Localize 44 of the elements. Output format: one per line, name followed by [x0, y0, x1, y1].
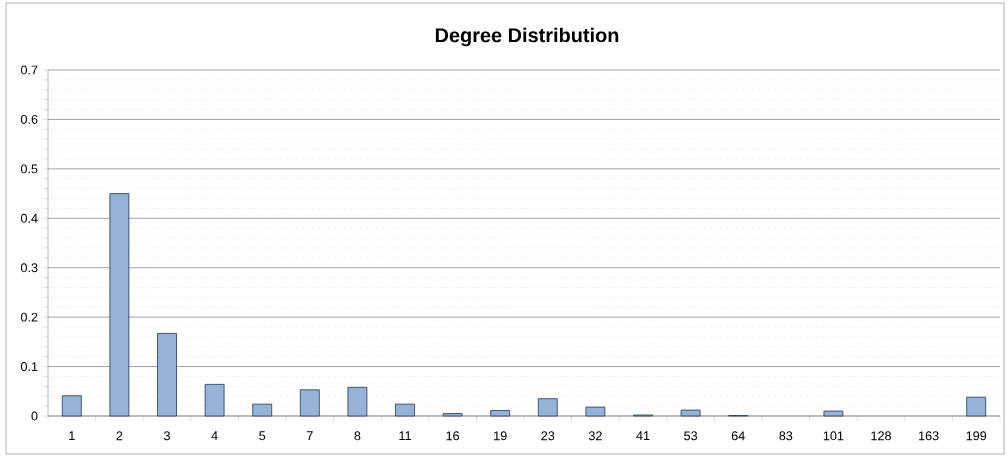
- bar: [157, 333, 177, 417]
- x-tick-label: 83: [779, 431, 793, 441]
- bar: [442, 413, 463, 417]
- y-tick-label: 0.6: [20, 114, 38, 124]
- y-tick-label: 0.5: [20, 164, 38, 174]
- y-tick-label: 0: [31, 411, 38, 421]
- x-tick-label: 64: [731, 431, 745, 441]
- x-tick-label: 2: [116, 431, 123, 441]
- bar: [347, 386, 368, 417]
- x-tick-label: 5: [259, 431, 266, 441]
- x-tick-label: 41: [636, 431, 650, 440]
- bar: [252, 403, 273, 417]
- chart-title: Degree Distribution: [435, 27, 619, 47]
- bar: [537, 398, 558, 417]
- x-tick-label: 19: [494, 431, 507, 441]
- x-tick-label: 53: [684, 431, 698, 441]
- x-tick-label: 16: [446, 431, 460, 441]
- x-tick-label: 3: [163, 431, 170, 441]
- x-tick-label: 101: [823, 431, 844, 441]
- bar: [966, 396, 987, 417]
- x-tick-label: 23: [541, 431, 555, 441]
- bar: [680, 409, 701, 417]
- bar: [204, 383, 225, 417]
- bar: [395, 403, 415, 417]
- x-tick-label: 32: [588, 431, 602, 441]
- bar: [61, 395, 82, 417]
- x-tick-label: 8: [354, 431, 361, 441]
- y-tick-label: 0.4: [20, 213, 38, 223]
- y-tick-label: 0.1: [20, 362, 38, 372]
- bar: [585, 406, 606, 417]
- x-tick-label: 128: [871, 431, 891, 441]
- x-tick-label: 4: [211, 431, 218, 440]
- bar: [490, 410, 511, 417]
- x-tick-label: 199: [966, 431, 987, 441]
- y-tick-label: 0.7: [20, 65, 38, 75]
- x-tick-label: 1: [69, 431, 75, 440]
- y-tick-label: 0.3: [20, 263, 38, 273]
- x-tick-label: 163: [919, 431, 939, 441]
- bar: [823, 410, 844, 417]
- x-tick-label: 11: [399, 431, 411, 440]
- bar: [299, 389, 320, 417]
- x-tick-label: 7: [306, 431, 313, 440]
- y-tick-label: 0.2: [20, 312, 38, 322]
- bar: [109, 193, 130, 417]
